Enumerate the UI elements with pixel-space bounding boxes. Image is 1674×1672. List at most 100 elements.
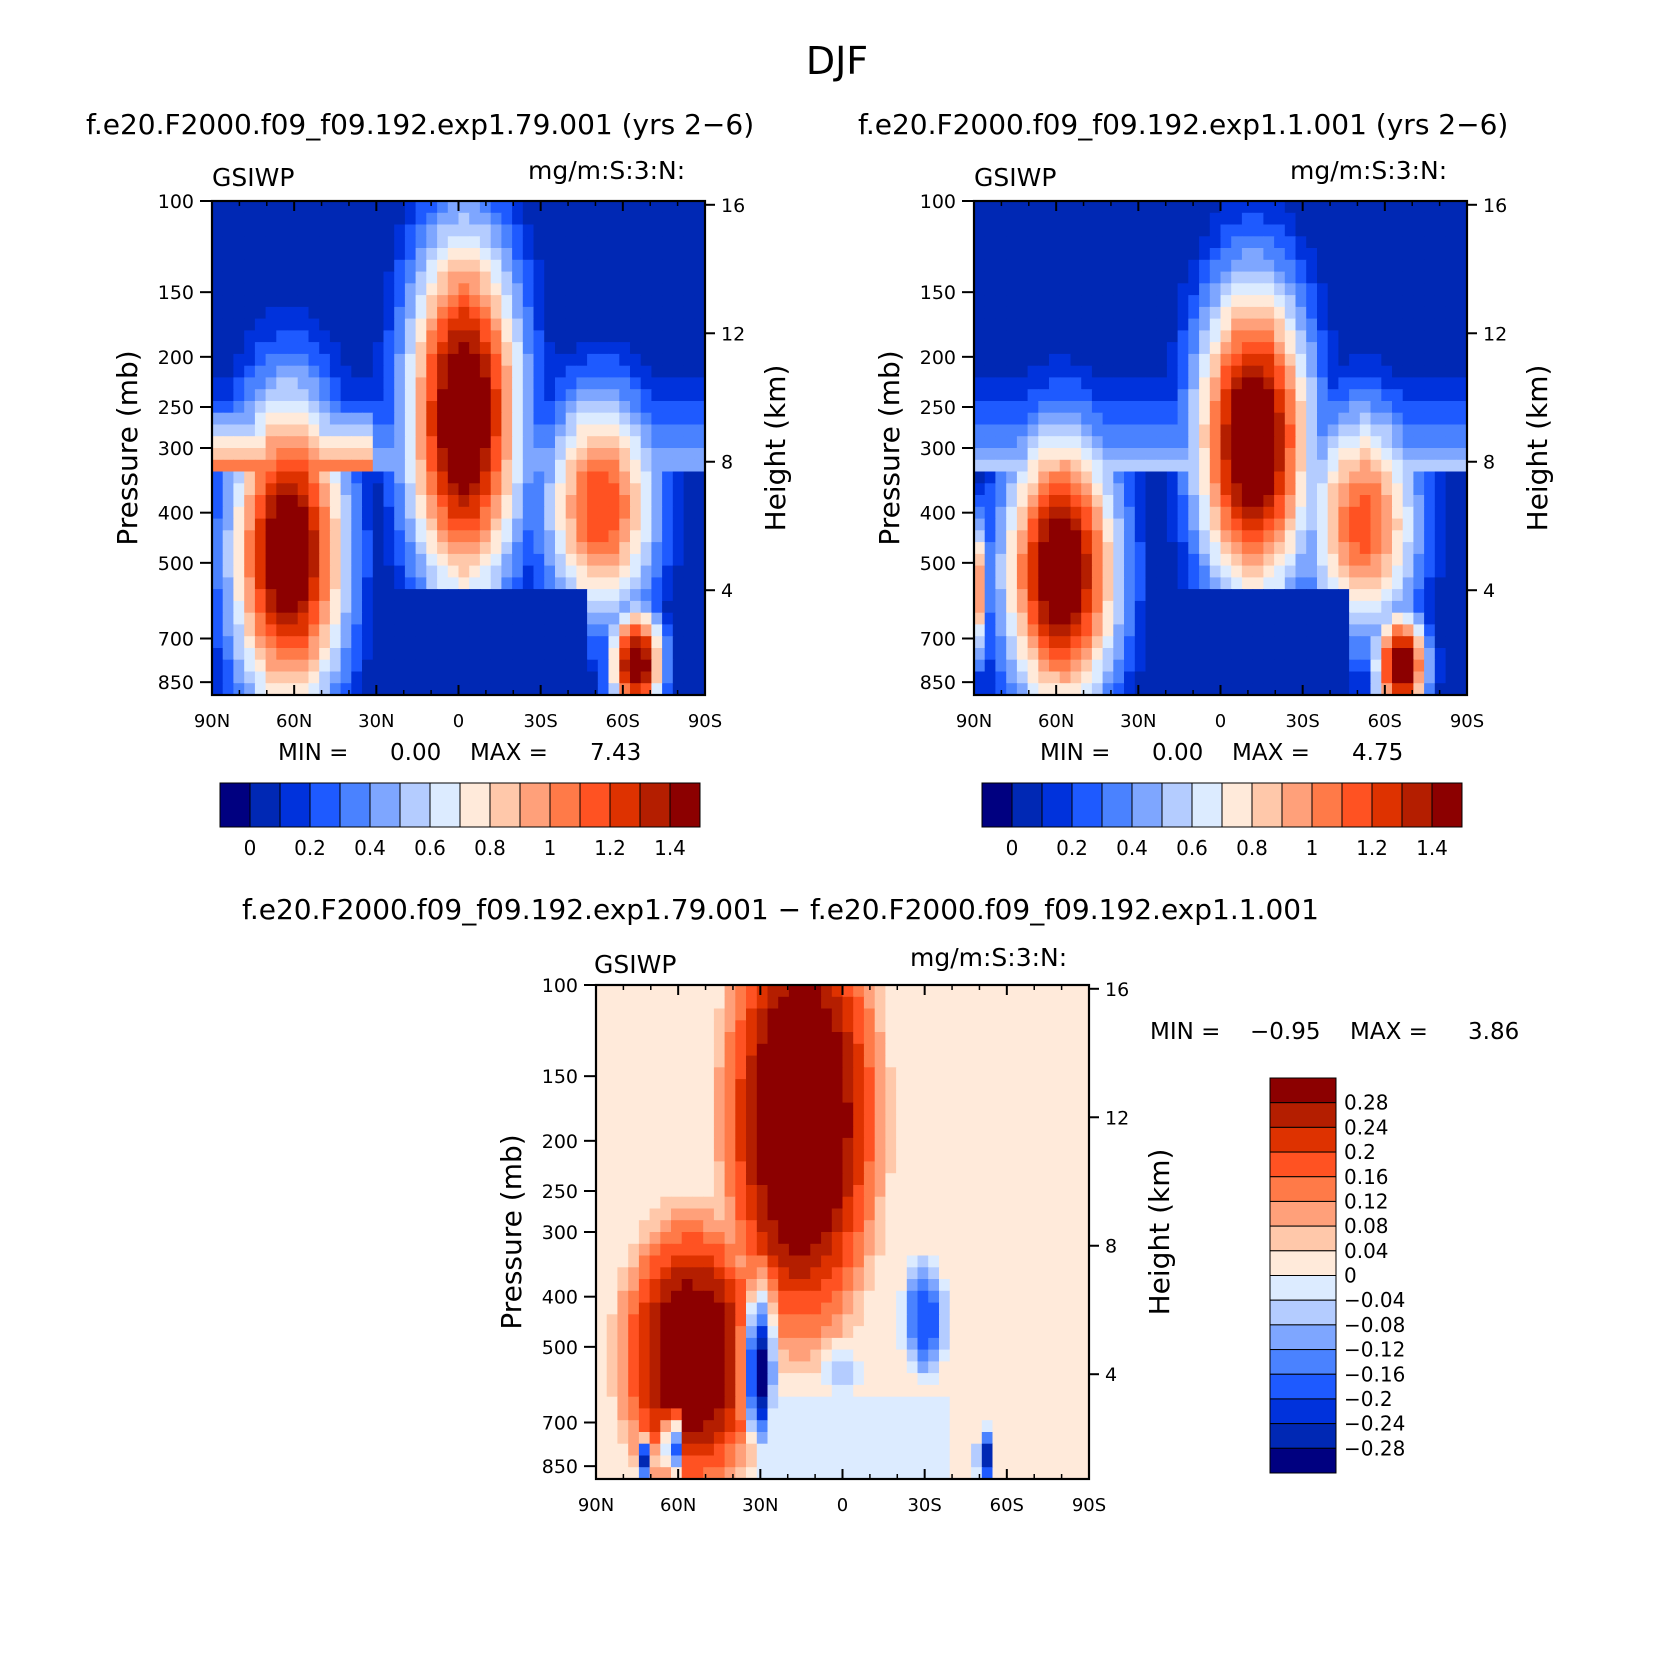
panel1-cell	[479, 659, 492, 673]
panel1-cell	[608, 259, 620, 273]
panel1-cell	[512, 553, 524, 567]
panel3-cell	[981, 1149, 994, 1163]
panel2-cell	[1295, 624, 1307, 637]
panel2-cell	[1338, 236, 1350, 249]
panel2-cell	[1113, 330, 1125, 343]
panel2-cell	[1338, 577, 1350, 590]
panel3-cell	[1024, 1185, 1036, 1198]
panel3-cell	[906, 1090, 919, 1104]
panel3-cell	[746, 1137, 758, 1151]
panel1-cell	[415, 495, 427, 508]
panel1-cell	[694, 236, 706, 249]
panel3-cell	[949, 1137, 961, 1151]
panel2-cell	[1317, 553, 1329, 567]
panel1-title: f.e20.F2000.f09_f09.192.exp1.79.001 (yrs…	[86, 108, 755, 141]
panel1-cell	[522, 577, 535, 590]
panel2-cell	[1006, 295, 1018, 308]
panel3-cell	[971, 1208, 983, 1221]
panel2-cell	[1445, 365, 1457, 379]
panel3-cell	[660, 1079, 672, 1092]
panel1-cell	[587, 283, 599, 296]
panel2-cell	[1091, 471, 1104, 484]
panel1-cell	[362, 365, 374, 379]
panel1-cell	[415, 201, 427, 214]
panel1-cell	[426, 553, 438, 567]
panel3-cell	[692, 985, 704, 998]
panel2-cell	[1317, 401, 1329, 414]
panel1-cell	[522, 424, 535, 437]
panel3-cell	[992, 1208, 1004, 1221]
panel3-cell	[703, 1149, 715, 1163]
panel2-cell	[1113, 589, 1125, 602]
panel1-cell	[265, 624, 277, 637]
panel1-cell	[276, 683, 288, 696]
panel2-cell	[1070, 530, 1082, 543]
panel3-cell	[992, 985, 1004, 998]
panel1-cell	[512, 565, 524, 578]
panel1-cell	[608, 248, 620, 261]
panel1-cell	[608, 553, 620, 567]
panel1-cell	[683, 401, 695, 414]
panel1-cell	[479, 424, 492, 437]
panel2-cell	[1081, 259, 1093, 273]
panel3-cell	[853, 1067, 865, 1080]
panel3-cell	[681, 1079, 693, 1092]
panel1-cell	[372, 577, 385, 590]
panel3-cell	[617, 1020, 629, 1033]
panel2-cell	[1456, 506, 1468, 520]
panel1-cell	[630, 553, 642, 567]
panel2-cell	[1274, 342, 1286, 355]
panel1-cell	[437, 600, 449, 614]
panel3-cell	[713, 1067, 726, 1080]
panel3-cell	[1003, 1008, 1015, 1021]
panel1-cell	[308, 659, 320, 673]
panel1-cell	[222, 553, 234, 567]
panel2-cell	[1241, 412, 1254, 426]
panel2-cell	[1424, 353, 1436, 367]
panel1-cell	[555, 530, 567, 543]
panel1-cell	[351, 306, 363, 320]
panel1-cell	[244, 318, 256, 331]
panel3-cell	[596, 1185, 608, 1198]
panel1-cell	[576, 318, 588, 331]
panel3-cell	[885, 1032, 897, 1045]
panel2-cell	[1199, 577, 1211, 590]
panel1-cell	[522, 483, 535, 496]
panel1-cell	[490, 236, 502, 249]
panel2-cell	[1241, 271, 1254, 284]
panel3-cell	[831, 1067, 844, 1080]
panel1-cell	[651, 330, 663, 343]
panel3-cell	[1035, 1043, 1047, 1057]
panel2-cell	[1381, 565, 1393, 578]
panel1-cell	[372, 295, 385, 308]
panel1-cell	[479, 506, 492, 520]
panel3-cell	[939, 985, 951, 998]
panel2-cell	[1145, 671, 1157, 684]
panel1-cell	[501, 648, 513, 661]
panel2-cell	[1070, 565, 1082, 578]
panel1-cell	[329, 636, 342, 649]
panel2-cell	[1113, 424, 1125, 437]
panel1-cell	[683, 295, 695, 308]
panel2-cell	[1338, 518, 1350, 531]
panel2-cell	[1038, 518, 1050, 531]
panel3-cell	[874, 985, 886, 998]
panel3-cell	[799, 1090, 811, 1104]
panel2-cell	[1049, 483, 1061, 496]
panel1-cell	[533, 565, 545, 578]
panel2-cell	[1263, 612, 1275, 626]
panel2-cell	[1209, 377, 1222, 390]
panel2-cell	[1327, 248, 1339, 261]
panel3-cell	[713, 1149, 726, 1163]
panel3-cell	[842, 1055, 854, 1068]
panel3-cell	[842, 1208, 854, 1221]
panel3-cell	[703, 1114, 715, 1127]
panel3-cell	[821, 1032, 833, 1045]
panel2-cell	[1220, 248, 1232, 261]
panel1-cell	[362, 212, 374, 226]
panel1-cell	[297, 201, 309, 214]
panel1-cell	[587, 306, 599, 320]
panel3-cell	[724, 985, 736, 998]
panel3-cell	[703, 1090, 715, 1104]
panel1-cell	[522, 436, 535, 449]
